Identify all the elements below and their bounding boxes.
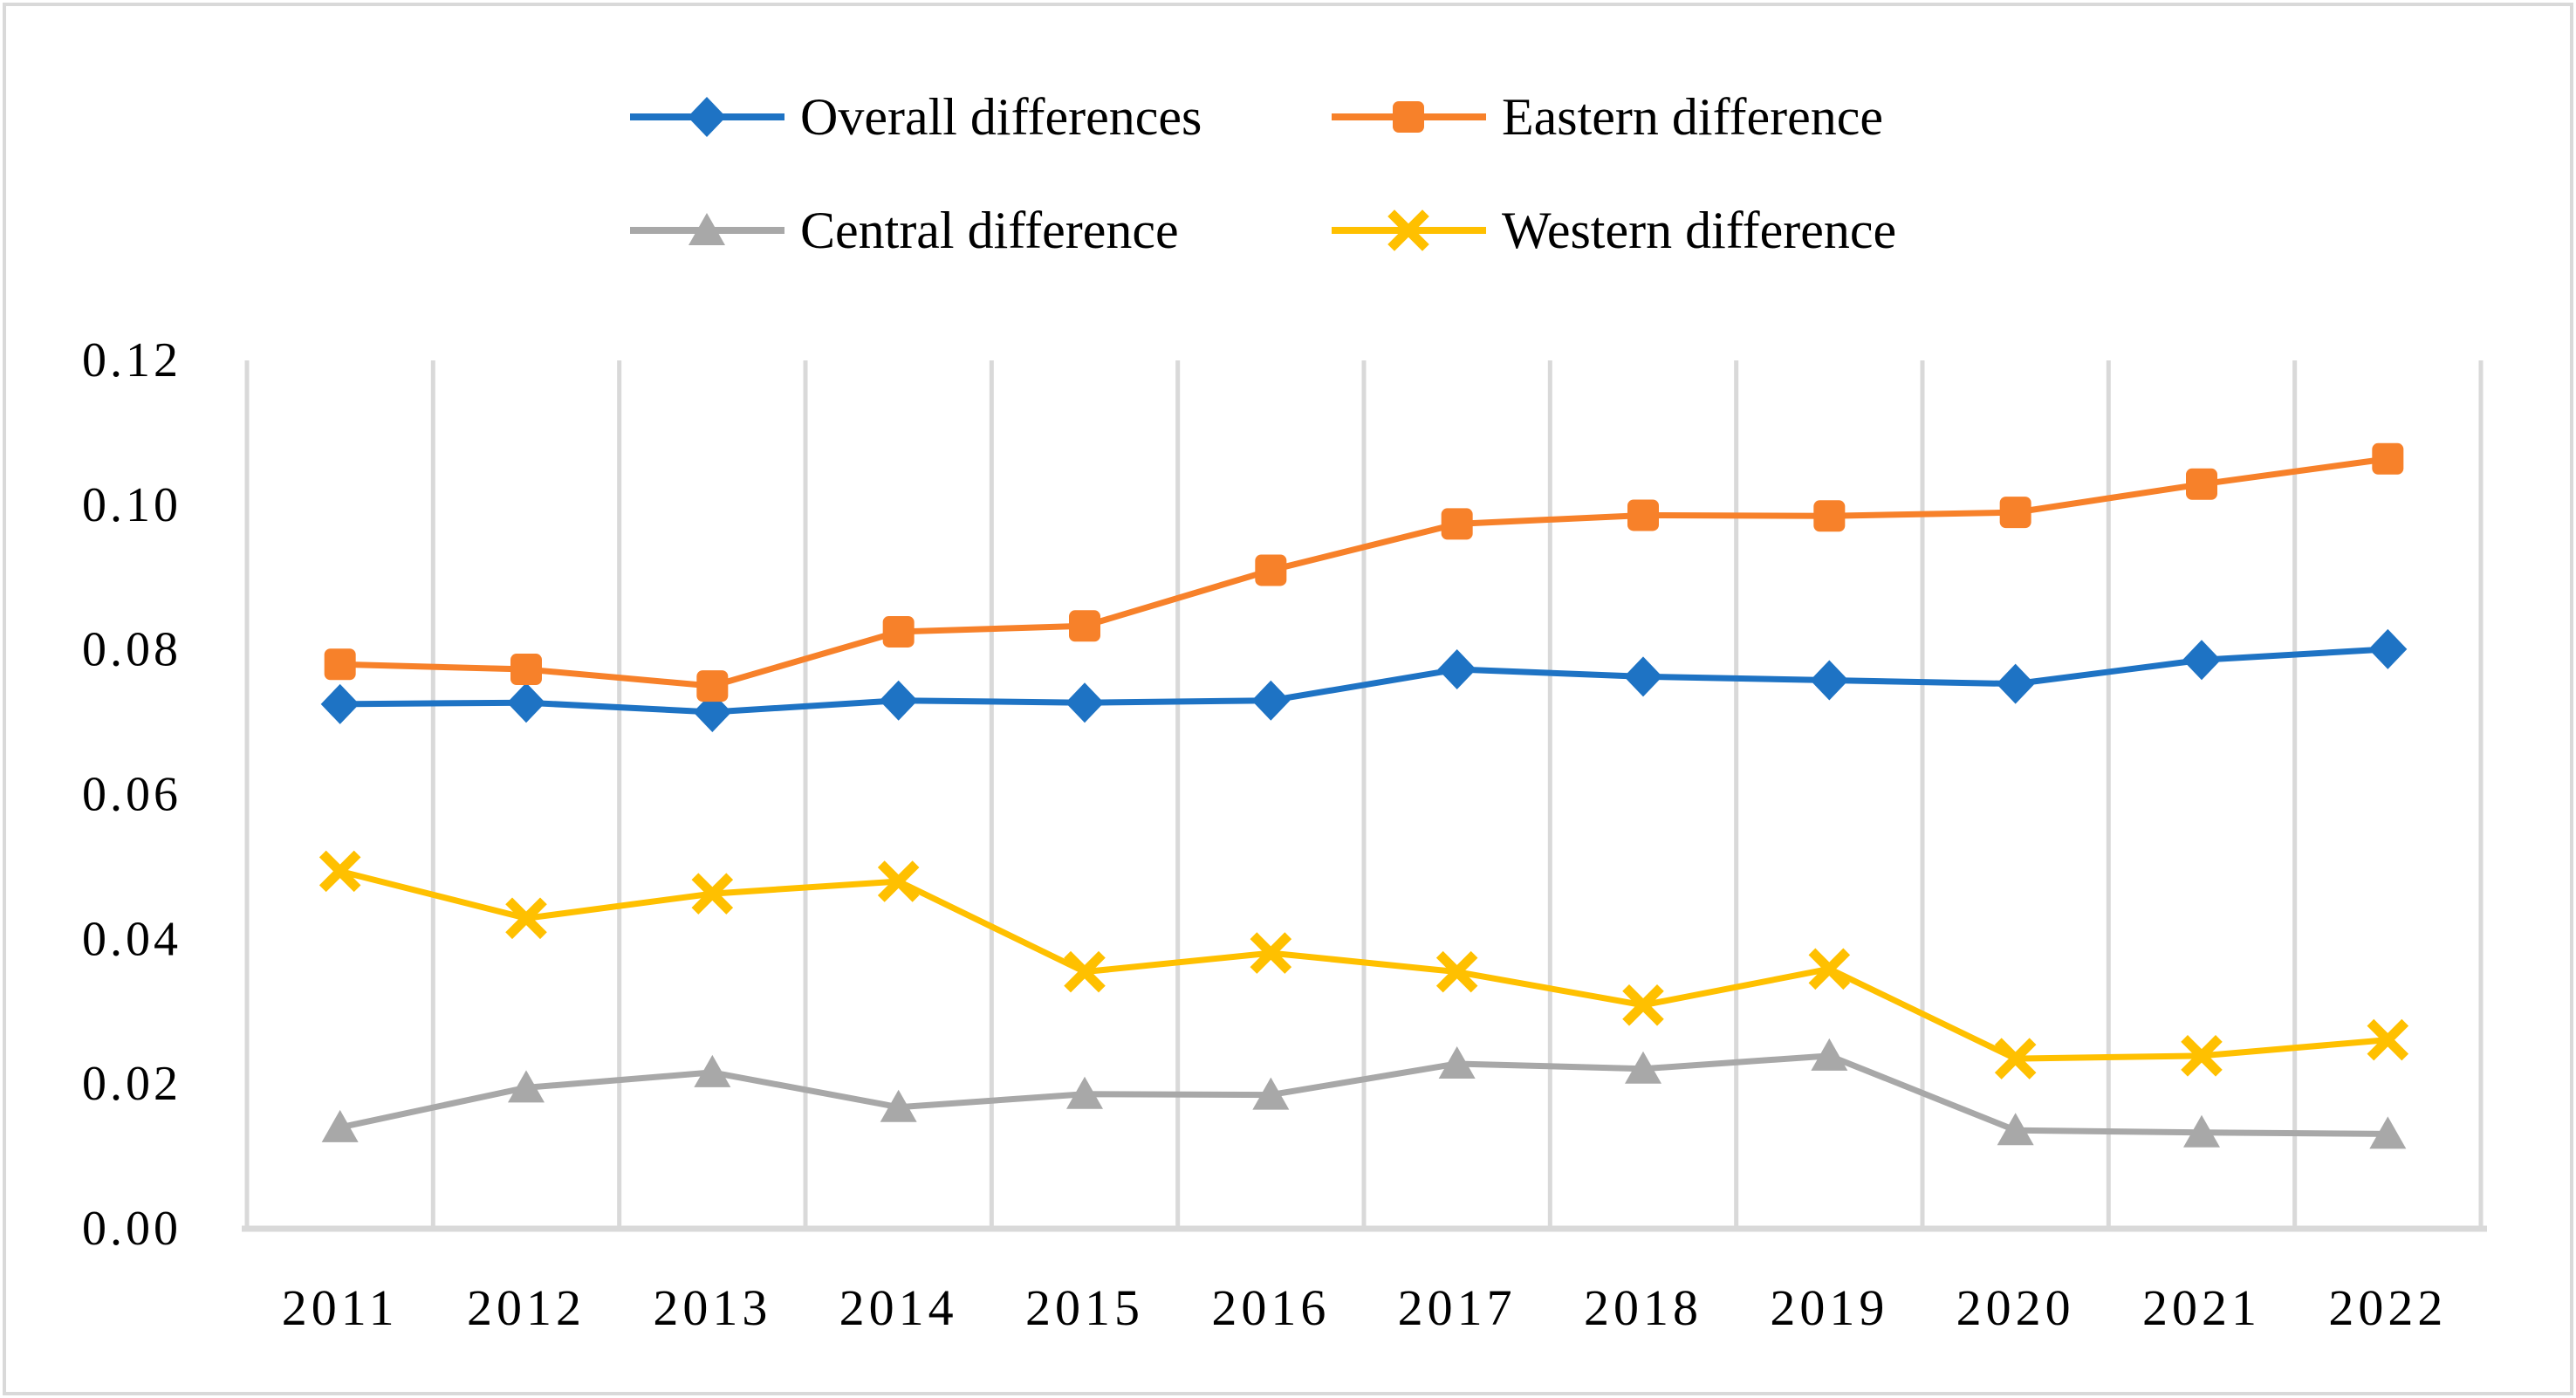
data-point-central-difference-2022 (2369, 1116, 2407, 1149)
series-line-western-difference (339, 867, 2388, 1062)
data-point-eastern-difference-2017 (1441, 508, 1473, 540)
data-point-eastern-difference-2020 (1999, 497, 2031, 529)
legend-marker-square-icon (1332, 101, 1486, 133)
data-point-eastern-difference-2014 (882, 615, 915, 648)
legend-marker (1387, 209, 1429, 251)
data-point-overall-differences-2011 (320, 683, 360, 724)
data-point-central-difference-2017 (1438, 1045, 1476, 1079)
x-tick-label-2020: 2020 (1956, 1279, 2075, 1336)
data-point-eastern-difference-2013 (696, 670, 729, 702)
data-point-western-difference-2022 (2367, 1018, 2409, 1061)
data-point-western-difference-2014 (877, 860, 920, 902)
data-point-central-difference-2019 (1811, 1038, 1848, 1071)
data-point-western-difference-2019 (1808, 948, 1851, 990)
x-tick-label-2022: 2022 (2328, 1279, 2447, 1336)
data-point-central-difference-2014 (880, 1089, 917, 1122)
data-point-western-difference-2018 (1622, 984, 1664, 1026)
legend-item-western-difference: Western difference (1328, 187, 1896, 274)
legend-label-central-difference: Central difference (800, 202, 1179, 259)
data-point-western-difference-2013 (691, 873, 734, 915)
data-point-central-difference-2015 (1066, 1076, 1103, 1109)
x-tick-label-2016: 2016 (1211, 1279, 1330, 1336)
data-point-central-difference-2012 (508, 1070, 545, 1103)
y-tick-label-0.04: 0.04 (82, 912, 182, 966)
figure-border (3, 3, 2573, 1395)
y-tick-label-0.12: 0.12 (82, 333, 182, 387)
data-point-eastern-difference-2022 (2372, 442, 2404, 475)
legend-label-western-difference: Western difference (1502, 202, 1897, 259)
data-point-overall-differences-2014 (879, 680, 918, 721)
data-point-eastern-difference-2016 (1255, 554, 1287, 586)
data-point-eastern-difference-2015 (1069, 610, 1100, 642)
data-point-overall-differences-2021 (2182, 640, 2221, 681)
data-point-overall-differences-2019 (1810, 660, 1849, 701)
y-tick-label-0.02: 0.02 (82, 1057, 182, 1111)
x-tick-label-2017: 2017 (1398, 1279, 1517, 1336)
data-point-overall-differences-2020 (1996, 663, 2035, 704)
legend-item-central-difference: Central difference (627, 187, 1179, 274)
legend-marker (1393, 101, 1424, 133)
legend-marker-x-icon (1332, 209, 1486, 251)
data-point-central-difference-2011 (321, 1109, 359, 1142)
y-tick-label-0.00: 0.00 (82, 1202, 182, 1256)
x-tick-label-2013: 2013 (653, 1279, 771, 1336)
y-tick-label-0.06: 0.06 (82, 768, 182, 822)
data-point-overall-differences-2013 (693, 691, 732, 732)
data-point-overall-differences-2015 (1065, 682, 1104, 723)
legend-marker-triangle-icon (630, 213, 784, 245)
data-point-central-difference-2021 (2183, 1114, 2220, 1148)
data-point-central-difference-2013 (694, 1054, 731, 1087)
series-line-eastern-difference (339, 456, 2388, 689)
x-tick-label-2019: 2019 (1770, 1279, 1888, 1336)
data-point-overall-differences-2016 (1251, 680, 1291, 721)
legend-label-overall-differences: Overall differences (800, 88, 1202, 146)
x-tick-label-2012: 2012 (467, 1279, 586, 1336)
data-point-western-difference-2015 (1064, 950, 1106, 993)
data-point-central-difference-2016 (1252, 1077, 1290, 1110)
x-tick-label-2011: 2011 (282, 1279, 399, 1336)
data-point-eastern-difference-2011 (324, 648, 356, 681)
data-point-western-difference-2020 (1994, 1038, 2037, 1079)
data-point-central-difference-2018 (1625, 1051, 1661, 1084)
data-point-overall-differences-2022 (2368, 628, 2408, 669)
y-tick-label-0.10: 0.10 (82, 478, 182, 532)
data-point-eastern-difference-2021 (2186, 468, 2217, 500)
series-line-overall-differences (339, 646, 2388, 716)
data-point-eastern-difference-2012 (510, 654, 542, 686)
legend-marker (688, 97, 726, 137)
data-point-eastern-difference-2018 (1627, 499, 1659, 531)
legend-item-eastern-difference: Eastern difference (1328, 73, 1883, 161)
x-tick-label-2014: 2014 (839, 1279, 958, 1336)
data-point-overall-differences-2017 (1437, 649, 1476, 690)
legend-marker-diamond-icon (630, 97, 784, 137)
x-tick-label-2018: 2018 (1584, 1279, 1702, 1336)
legend-label-eastern-difference: Eastern difference (1502, 88, 1883, 146)
series-line-central-difference (339, 1052, 2388, 1137)
legend-item-overall-differences: Overall differences (627, 73, 1202, 161)
data-point-overall-differences-2018 (1624, 656, 1662, 697)
data-point-western-difference-2011 (319, 850, 361, 893)
data-point-overall-differences-2012 (507, 682, 545, 723)
data-point-western-difference-2012 (505, 897, 547, 940)
data-point-western-difference-2017 (1435, 950, 1478, 993)
x-tick-label-2015: 2015 (1025, 1279, 1144, 1336)
data-point-eastern-difference-2019 (1813, 500, 1846, 532)
data-point-western-difference-2021 (2181, 1035, 2223, 1077)
x-tick-label-2021: 2021 (2142, 1279, 2261, 1336)
y-tick-label-0.08: 0.08 (82, 623, 182, 677)
data-point-western-difference-2016 (1250, 932, 1292, 974)
legend-marker (689, 213, 725, 245)
data-point-central-difference-2020 (1997, 1113, 2034, 1146)
